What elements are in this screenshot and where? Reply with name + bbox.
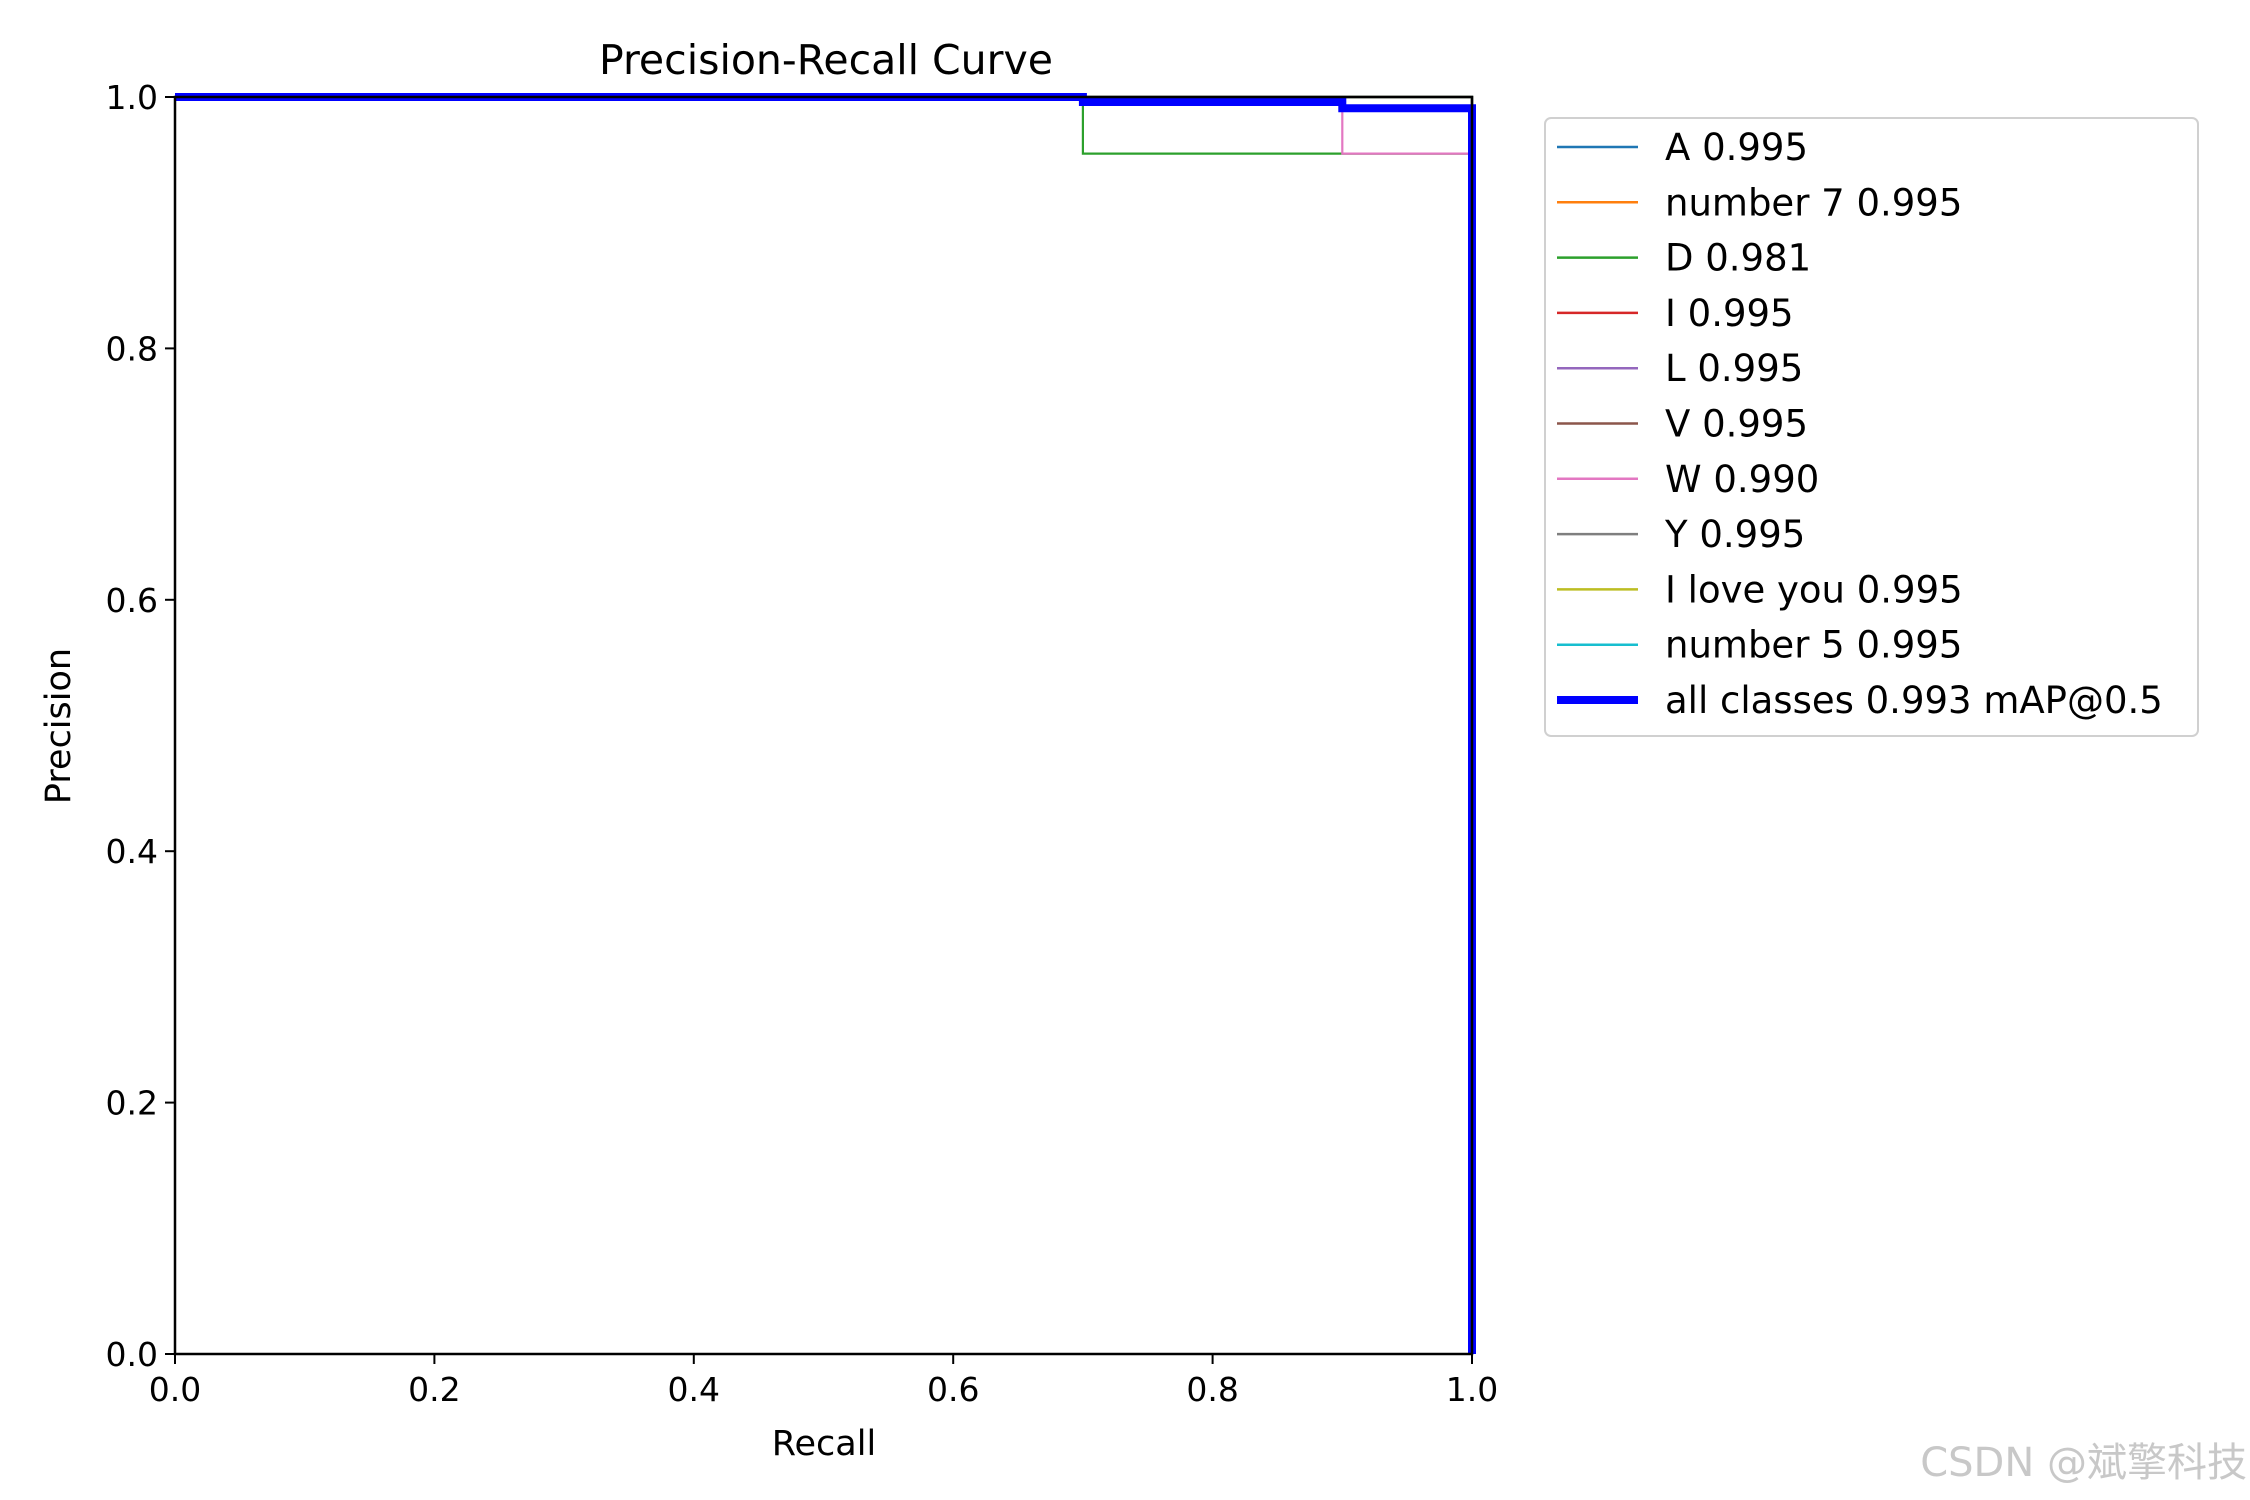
x-axis-label: Recall <box>772 1424 876 1464</box>
legend-entry-1: number 7 0.995 <box>1665 181 1962 224</box>
chart-title: Precision-Recall Curve <box>599 36 1053 84</box>
x-tick-label-3: 0.6 <box>927 1370 979 1409</box>
legend-entry-7: Y 0.995 <box>1664 513 1805 556</box>
legend-entry-4: L 0.995 <box>1665 347 1803 390</box>
legend-entry-3: I 0.995 <box>1665 292 1794 335</box>
series-line-8 <box>175 95 1474 1354</box>
x-tick-label-5: 1.0 <box>1446 1370 1498 1409</box>
legend-entry-10: all classes 0.993 mAP@0.5 <box>1665 679 2163 722</box>
series-line-4 <box>175 95 1474 1354</box>
legend-entry-9: number 5 0.995 <box>1665 624 1962 667</box>
series-line-7 <box>175 95 1474 1354</box>
y-axis-label: Precision <box>39 648 79 804</box>
plot-frame <box>173 95 1474 1356</box>
x-tick-label-1: 0.2 <box>408 1370 460 1409</box>
x-tick-label-4: 0.8 <box>1186 1370 1238 1409</box>
series-line-3 <box>175 95 1474 1354</box>
legend: A 0.995 number 7 0.995 D 0.981 I 0.995 L 0.9… <box>1544 117 2199 737</box>
series-line-1 <box>175 95 1474 1354</box>
legend-box <box>1544 117 2199 737</box>
ticks-layer: 0.0 0.2 0.4 0.6 0.8 1.0 0.0 0.2 0.4 0.6 0.8 1.0 <box>106 78 1499 1409</box>
x-tick-label-2: 0.4 <box>668 1370 720 1409</box>
series-line-0 <box>175 95 1474 1354</box>
series-line-6 <box>175 95 1474 1354</box>
legend-entry-0: A 0.995 <box>1665 126 1808 169</box>
legend-entry-6: W 0.990 <box>1665 458 1819 501</box>
series-line-9 <box>175 95 1474 1354</box>
y-tick-label-4: 0.8 <box>106 329 158 368</box>
series-layer <box>175 93 1476 1354</box>
legend-entry-2: D 0.981 <box>1665 237 1811 280</box>
legend-entry-5: V 0.995 <box>1665 403 1808 446</box>
y-tick-label-5: 1.0 <box>106 78 158 117</box>
series-line-2 <box>175 95 1474 1354</box>
y-tick-label-1: 0.2 <box>106 1084 158 1123</box>
x-tick-label-0: 0.0 <box>149 1370 201 1409</box>
series-line-5 <box>175 95 1474 1354</box>
watermark: CSDN @斌擎科技 <box>1920 1440 2247 1486</box>
legend-entry-8: I love you 0.995 <box>1665 568 1963 611</box>
y-tick-label-0: 0.0 <box>106 1335 158 1374</box>
y-tick-label-2: 0.4 <box>106 832 158 871</box>
series-line-10 <box>175 93 1476 1354</box>
y-tick-label-3: 0.6 <box>106 581 158 620</box>
